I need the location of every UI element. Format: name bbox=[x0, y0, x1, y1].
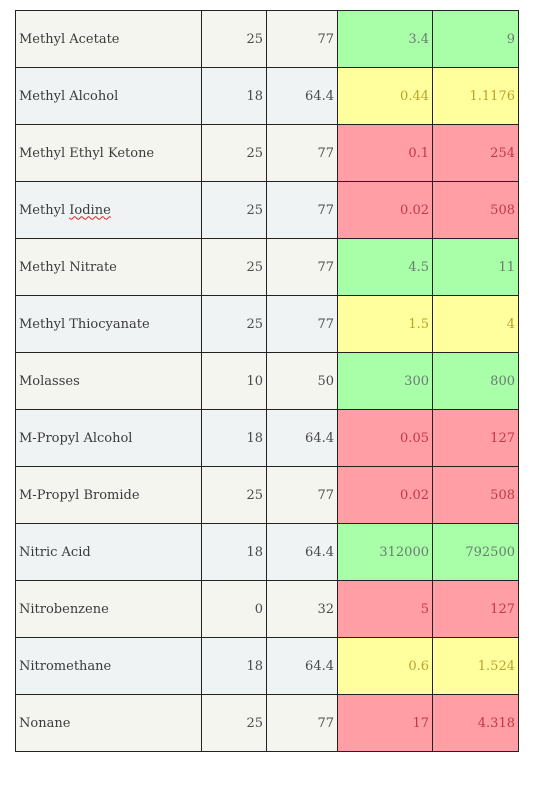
table-row: Molasses 10 50 300 800 bbox=[15, 352, 519, 410]
temperature-c-cell: 18 bbox=[201, 67, 267, 125]
table-row: Methyl Nitrate 25 77 4.5 11 bbox=[15, 238, 519, 296]
value-cell-primary: 0.05 bbox=[337, 409, 433, 467]
value-cell-primary: 0.02 bbox=[337, 181, 433, 239]
temperature-f-cell: 50 bbox=[266, 352, 338, 410]
table-body: Methyl Acetate 25 77 3.4 9 Methyl Alcohol 18 64… bbox=[15, 10, 519, 752]
temperature-c-cell: 25 bbox=[201, 466, 267, 524]
value-cell-primary: 3.4 bbox=[337, 10, 433, 68]
substance-name: Nonane bbox=[19, 715, 71, 731]
temperature-c-cell: 25 bbox=[201, 238, 267, 296]
substance-name: Methyl Acetate bbox=[19, 31, 120, 47]
temperature-c-cell: 10 bbox=[201, 352, 267, 410]
substance-name-cell: Methyl Nitrate bbox=[15, 238, 202, 296]
value-cell-secondary: 127 bbox=[432, 409, 519, 467]
table-row: Nitric Acid 18 64.4 312000 792500 bbox=[15, 523, 519, 581]
value-cell-secondary: 1.1176 bbox=[432, 67, 519, 125]
value-cell-primary: 0.1 bbox=[337, 124, 433, 182]
value-cell-primary: 0.44 bbox=[337, 67, 433, 125]
substance-name-cell: Nonane bbox=[15, 694, 202, 752]
substance-name: Methyl Alcohol bbox=[19, 88, 119, 104]
value-cell-primary: 17 bbox=[337, 694, 433, 752]
temperature-f-cell: 77 bbox=[266, 181, 338, 239]
substance-name-cell: Methyl Thiocyanate bbox=[15, 295, 202, 353]
temperature-c-cell: 25 bbox=[201, 694, 267, 752]
temperature-f-cell: 64.4 bbox=[266, 637, 338, 695]
table-row: Methyl Alcohol 18 64.4 0.44 1.1176 bbox=[15, 67, 519, 125]
value-cell-secondary: 508 bbox=[432, 466, 519, 524]
temperature-f-cell: 64.4 bbox=[266, 523, 338, 581]
substance-name-cell: M-Propyl Alcohol bbox=[15, 409, 202, 467]
value-cell-primary: 1.5 bbox=[337, 295, 433, 353]
temperature-c-cell: 25 bbox=[201, 181, 267, 239]
table-row: Methyl Iodine 25 77 0.02 508 bbox=[15, 181, 519, 239]
substance-name-cell: Methyl Acetate bbox=[15, 10, 202, 68]
substance-name: Molasses bbox=[19, 373, 80, 389]
value-cell-primary: 300 bbox=[337, 352, 433, 410]
temperature-f-cell: 77 bbox=[266, 466, 338, 524]
substance-name-cell: Nitric Acid bbox=[15, 523, 202, 581]
substance-name: Methyl Ethyl Ketone bbox=[19, 145, 155, 161]
value-cell-secondary: 254 bbox=[432, 124, 519, 182]
temperature-c-cell: 18 bbox=[201, 523, 267, 581]
value-cell-secondary: 4.318 bbox=[432, 694, 519, 752]
substance-name: Nitric Acid bbox=[19, 544, 91, 560]
table-row: Nonane 25 77 17 4.318 bbox=[15, 694, 519, 752]
temperature-c-cell: 25 bbox=[201, 124, 267, 182]
substance-name: Nitromethane bbox=[19, 658, 112, 674]
substance-name: Methyl Nitrate bbox=[19, 259, 117, 275]
value-cell-primary: 0.6 bbox=[337, 637, 433, 695]
temperature-c-cell: 18 bbox=[201, 409, 267, 467]
value-cell-primary: 0.02 bbox=[337, 466, 433, 524]
table-row: Nitrobenzene 0 32 5 127 bbox=[15, 580, 519, 638]
temperature-f-cell: 32 bbox=[266, 580, 338, 638]
temperature-c-cell: 25 bbox=[201, 295, 267, 353]
table-row: Methyl Thiocyanate 25 77 1.5 4 bbox=[15, 295, 519, 353]
substance-name-cell: Nitromethane bbox=[15, 637, 202, 695]
temperature-f-cell: 77 bbox=[266, 10, 338, 68]
value-cell-secondary: 11 bbox=[432, 238, 519, 296]
temperature-f-cell: 77 bbox=[266, 694, 338, 752]
substance-name-cell: Methyl Alcohol bbox=[15, 67, 202, 125]
value-cell-secondary: 4 bbox=[432, 295, 519, 353]
substance-name-cell: M-Propyl Bromide bbox=[15, 466, 202, 524]
table-row: Methyl Acetate 25 77 3.4 9 bbox=[15, 10, 519, 68]
substance-name: Methyl bbox=[19, 202, 70, 218]
table-row: M-Propyl Alcohol 18 64.4 0.05 127 bbox=[15, 409, 519, 467]
temperature-c-cell: 0 bbox=[201, 580, 267, 638]
value-cell-secondary: 9 bbox=[432, 10, 519, 68]
table-row: M-Propyl Bromide 25 77 0.02 508 bbox=[15, 466, 519, 524]
value-cell-secondary: 800 bbox=[432, 352, 519, 410]
substance-name-cell: Methyl Iodine bbox=[15, 181, 202, 239]
temperature-f-cell: 77 bbox=[266, 124, 338, 182]
value-cell-secondary: 127 bbox=[432, 580, 519, 638]
temperature-f-cell: 64.4 bbox=[266, 67, 338, 125]
value-cell-secondary: 792500 bbox=[432, 523, 519, 581]
table-row: Methyl Ethyl Ketone 25 77 0.1 254 bbox=[15, 124, 519, 182]
temperature-f-cell: 64.4 bbox=[266, 409, 338, 467]
substance-name: Methyl Thiocyanate bbox=[19, 316, 150, 332]
temperature-f-cell: 77 bbox=[266, 238, 338, 296]
value-cell-primary: 4.5 bbox=[337, 238, 433, 296]
chemical-data-table: Methyl Acetate 25 77 3.4 9 Methyl Alcohol 18 64… bbox=[15, 10, 519, 752]
value-cell-secondary: 508 bbox=[432, 181, 519, 239]
temperature-c-cell: 18 bbox=[201, 637, 267, 695]
temperature-f-cell: 77 bbox=[266, 295, 338, 353]
value-cell-primary: 5 bbox=[337, 580, 433, 638]
table-row: Nitromethane 18 64.4 0.6 1.524 bbox=[15, 637, 519, 695]
substance-name: Nitrobenzene bbox=[19, 601, 109, 617]
substance-name-cell: Methyl Ethyl Ketone bbox=[15, 124, 202, 182]
substance-name-cell: Nitrobenzene bbox=[15, 580, 202, 638]
spellcheck-flagged-word: Iodine bbox=[69, 202, 111, 218]
temperature-c-cell: 25 bbox=[201, 10, 267, 68]
substance-name: M-Propyl Alcohol bbox=[19, 430, 133, 446]
value-cell-primary: 312000 bbox=[337, 523, 433, 581]
substance-name: M-Propyl Bromide bbox=[19, 487, 140, 503]
value-cell-secondary: 1.524 bbox=[432, 637, 519, 695]
substance-name-cell: Molasses bbox=[15, 352, 202, 410]
